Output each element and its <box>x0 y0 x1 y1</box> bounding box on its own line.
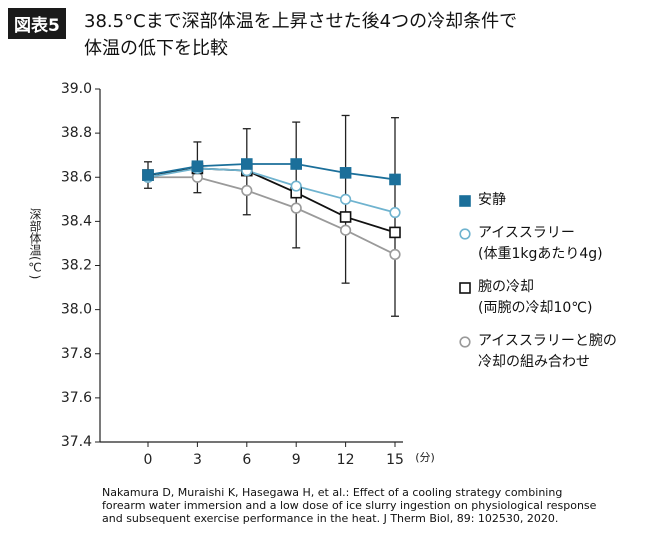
y-tick-label: 37.4 <box>61 434 92 450</box>
y-tick-label: 38.4 <box>61 213 92 229</box>
x-unit: (分) <box>415 451 435 464</box>
legend-item: 腕の冷却 (両腕の冷却10℃) <box>458 277 617 319</box>
marker <box>339 211 352 223</box>
x-tick-label: 0 <box>144 452 153 468</box>
x-tick-label: 6 <box>242 452 251 468</box>
y-tick-label: 37.6 <box>61 390 92 406</box>
legend-item: 安静 <box>458 190 617 211</box>
y-axis-label: 深部体温(℃) <box>28 208 42 280</box>
marker <box>340 224 352 236</box>
legend-label: 安静 <box>478 192 506 208</box>
legend-label: アイススラリーと腕の 冷却の組み合わせ <box>478 333 617 370</box>
x-tick-label: 15 <box>386 452 404 468</box>
source-caption: Nakamura D, Muraishi K, Hasegawa H, et a… <box>102 486 597 525</box>
legend-swatch <box>459 195 471 207</box>
y-tick-label: 39.0 <box>61 81 92 97</box>
chart-title: 38.5°Cまで深部体温を上昇させた後4つの冷却条件で 体温の低下を比較 <box>84 11 518 59</box>
marker <box>241 184 253 197</box>
series-line <box>147 163 396 181</box>
marker <box>339 167 352 179</box>
marker <box>459 195 471 207</box>
marker <box>290 158 303 170</box>
legend-swatch <box>459 336 471 348</box>
marker <box>142 169 154 181</box>
marker <box>241 158 253 170</box>
y-tick-label: 38.2 <box>61 258 92 274</box>
legend-label: アイススラリー (体重1kgあたり4g) <box>478 225 603 262</box>
legend-swatch <box>459 228 471 240</box>
marker <box>459 228 471 240</box>
x-tick-label: 12 <box>337 452 355 468</box>
marker <box>459 282 471 294</box>
marker <box>389 206 401 219</box>
marker <box>290 202 302 214</box>
y-tick-label: 38.8 <box>61 125 92 141</box>
legend-item: アイススラリー (体重1kgあたり4g) <box>458 223 617 265</box>
x-tick-label: 3 <box>193 452 202 468</box>
marker <box>191 160 204 173</box>
x-tick-label: 9 <box>292 452 301 468</box>
figure-badge: 図表5 <box>8 8 66 39</box>
marker <box>389 248 401 261</box>
series-line <box>147 167 396 214</box>
marker <box>389 226 401 239</box>
y-tick-label: 38.0 <box>61 302 92 318</box>
y-tick-label: 37.8 <box>61 346 92 362</box>
marker <box>459 336 471 348</box>
legend-item: アイススラリーと腕の 冷却の組み合わせ <box>458 331 617 373</box>
marker <box>290 180 302 192</box>
marker <box>389 173 401 186</box>
y-tick-label: 38.6 <box>61 169 92 185</box>
legend: 安静アイススラリー (体重1kgあたり4g) 腕の冷却 (両腕の冷却10℃) アイス… <box>458 190 617 385</box>
marker <box>340 193 352 205</box>
legend-label: 腕の冷却 (両腕の冷却10℃) <box>478 279 593 316</box>
series-line <box>148 176 396 256</box>
legend-swatch <box>459 282 471 294</box>
